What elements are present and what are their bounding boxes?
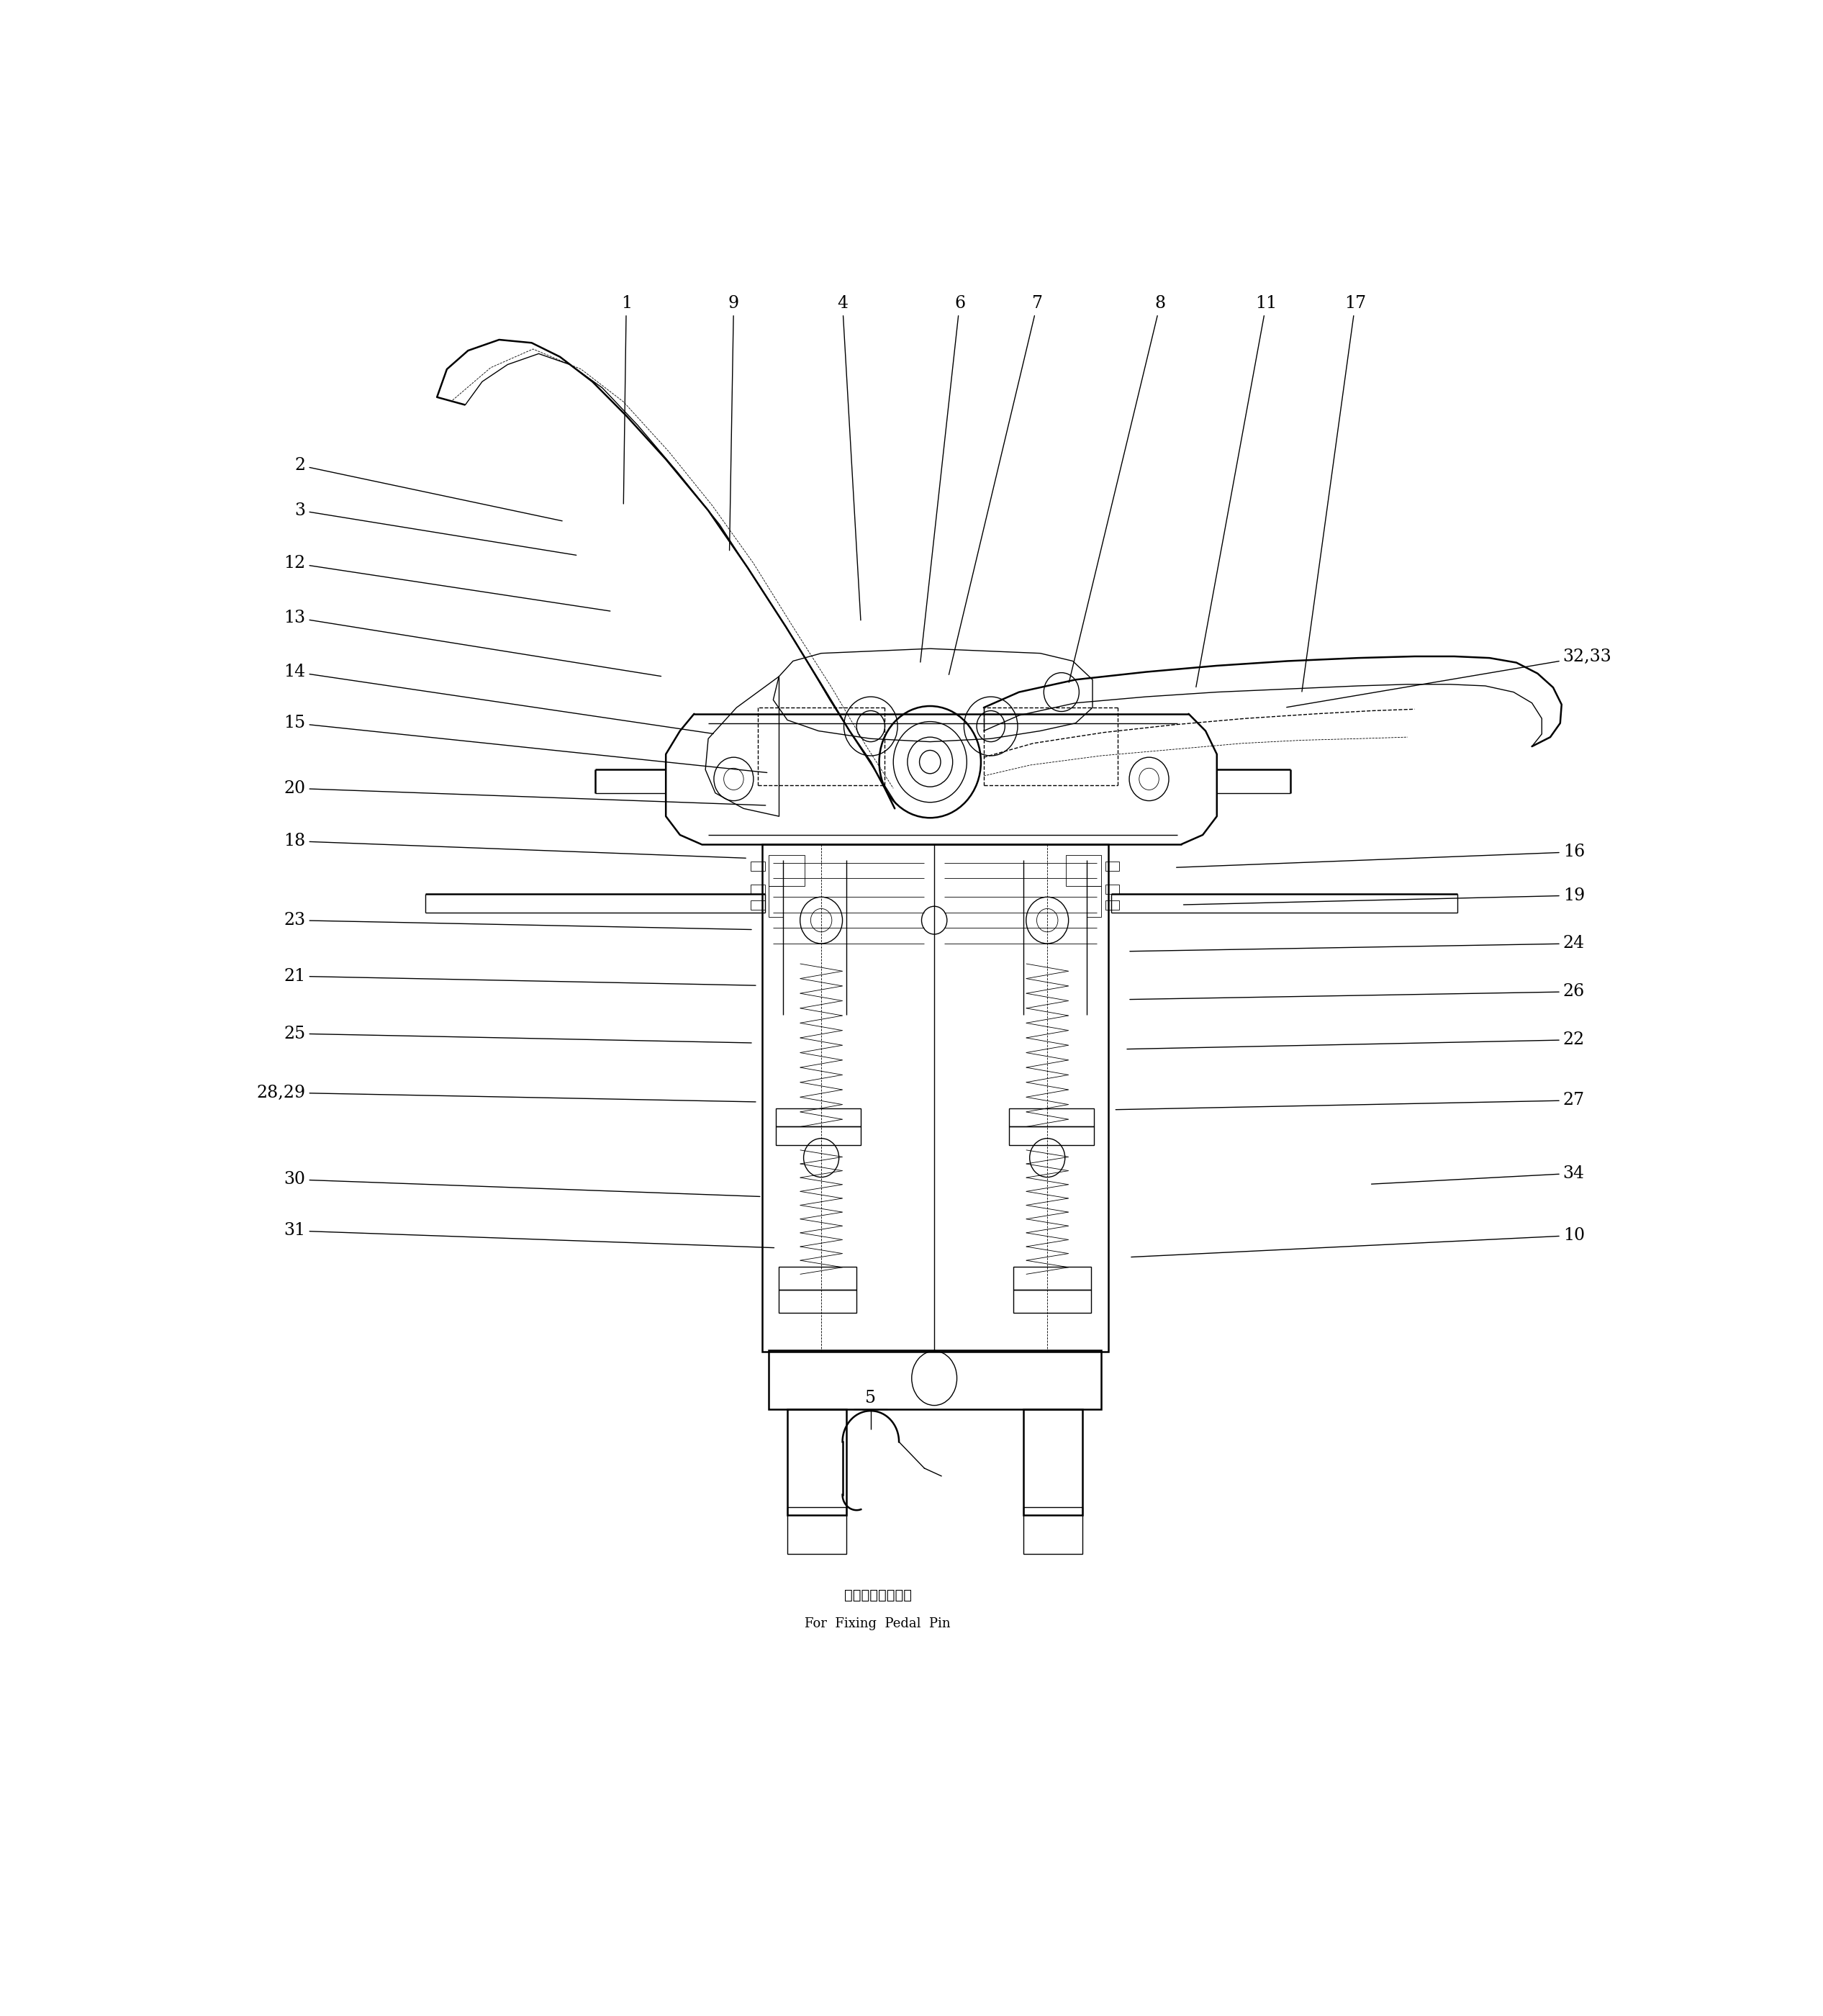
Bar: [1010, 1109, 1094, 1127]
Bar: [751, 861, 766, 871]
Bar: [1105, 899, 1119, 909]
Bar: [1105, 861, 1119, 871]
Text: 23: 23: [284, 911, 751, 929]
Text: 26: 26: [1130, 984, 1584, 1000]
Text: ペダルピン固定用: ペダルピン固定用: [844, 1589, 912, 1603]
Text: 30: 30: [284, 1171, 760, 1198]
Bar: [1066, 855, 1101, 887]
Text: 21: 21: [284, 968, 757, 986]
Text: 14: 14: [284, 663, 713, 734]
Text: 6: 6: [921, 294, 964, 661]
Bar: [769, 1351, 1101, 1409]
Text: 22: 22: [1127, 1032, 1584, 1048]
Text: 34: 34: [1371, 1165, 1584, 1183]
Text: 15: 15: [284, 716, 767, 772]
Bar: [769, 855, 804, 887]
Text: 16: 16: [1176, 845, 1584, 867]
Text: 17: 17: [1302, 294, 1365, 691]
Bar: [778, 1290, 857, 1312]
Text: 18: 18: [284, 833, 746, 859]
Text: 19: 19: [1183, 887, 1584, 905]
Text: 28,29: 28,29: [257, 1085, 757, 1103]
Text: 4: 4: [837, 294, 860, 621]
Text: 1: 1: [622, 294, 633, 504]
Bar: [788, 1409, 846, 1514]
Bar: [1087, 887, 1101, 917]
Text: 7: 7: [950, 294, 1043, 675]
Bar: [751, 899, 766, 909]
Text: 8: 8: [1068, 294, 1165, 681]
Bar: [1010, 1127, 1094, 1145]
Text: 31: 31: [284, 1222, 775, 1248]
Bar: [1023, 1409, 1083, 1514]
Bar: [1023, 1508, 1083, 1554]
Bar: [778, 1266, 857, 1290]
Text: 10: 10: [1132, 1228, 1584, 1258]
Bar: [751, 885, 766, 893]
Bar: [769, 887, 784, 917]
Bar: [1014, 1266, 1092, 1290]
Text: 9: 9: [727, 294, 738, 550]
Text: 13: 13: [284, 609, 662, 675]
Bar: [1105, 885, 1119, 893]
Text: 5: 5: [866, 1389, 877, 1407]
Bar: [762, 845, 1108, 1353]
Bar: [777, 1109, 860, 1127]
Text: 27: 27: [1116, 1093, 1584, 1109]
Text: 11: 11: [1196, 294, 1278, 687]
Text: 2: 2: [295, 458, 561, 520]
Text: 12: 12: [284, 554, 611, 611]
Bar: [777, 1127, 860, 1145]
Text: For  Fixing  Pedal  Pin: For Fixing Pedal Pin: [806, 1617, 950, 1631]
Text: 3: 3: [295, 502, 576, 554]
Text: 32,33: 32,33: [1287, 647, 1612, 708]
Text: 25: 25: [284, 1026, 751, 1042]
Bar: [1014, 1290, 1092, 1312]
Text: 20: 20: [284, 780, 766, 804]
Bar: [788, 1508, 846, 1554]
Text: 24: 24: [1130, 935, 1584, 952]
